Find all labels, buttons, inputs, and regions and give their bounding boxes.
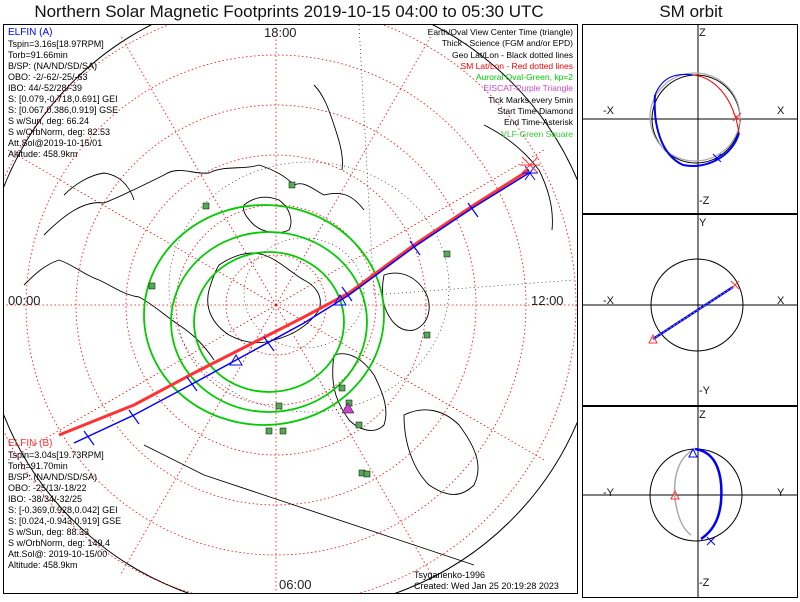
- sm-orbit-yz-canvas: [583, 407, 797, 597]
- elfin-a-line: OBO: -2/-62/-25/-63: [8, 72, 88, 82]
- sm-orbit-panel-xy: Y -Y -X X: [582, 214, 798, 406]
- elfin-b-line: S w/OrbNorm, deg: 149.4: [8, 538, 111, 548]
- elfin-b-line: OBO: -25/13/-18/22: [8, 483, 87, 493]
- orbit3-right: Y: [777, 487, 785, 499]
- time-label-00: 00:00: [8, 293, 41, 308]
- time-label-12: 12:00: [531, 293, 564, 308]
- legend-item: Auroral Oval-Green, kp=2: [475, 72, 573, 83]
- legend-item: Start Time-Diamond: [497, 106, 573, 117]
- elfin-a-track: [73, 156, 540, 446]
- legend-item: Thick - Science (FGM and/or EPD): [441, 38, 573, 49]
- elfin-b-info: Tspin=3.04s[19.73RPM] Torb=91.70min B/SP…: [8, 450, 121, 571]
- polar-map: 18:00 06:00 00:00 12:00 ELFIN (A) Tspin=…: [3, 24, 578, 594]
- orbit2-left: -X: [603, 295, 614, 307]
- legend-item: End Time-Asterisk: [504, 117, 573, 128]
- credit-author: Tsyganenko-1996: [414, 570, 486, 580]
- legend-item: Geo Lat/Lon - Black dotted lines: [452, 49, 573, 60]
- sm-orbit-xy-canvas: [583, 215, 797, 405]
- credit-created: Created: Wed Jan 25 20:19:28 2023: [414, 581, 559, 591]
- orbit3-bottom: -Z: [699, 577, 710, 589]
- elfin-a-line: Torb=91.66min: [8, 50, 68, 60]
- legend-item: Tick Marks every 5min: [488, 94, 573, 105]
- legend-item: EISCAT-Purple Triangle: [483, 83, 573, 94]
- elfin-a-line: S w/Sun, deg: 66.24: [8, 116, 90, 126]
- legend-item: SM Lat/Lon - Red dotted lines: [460, 60, 573, 71]
- sm-orbit-xz-canvas: [583, 25, 797, 213]
- sm-orbit-panel-yz: Z -Z -Y Y: [582, 406, 798, 598]
- eiscat-triangle: [341, 402, 355, 414]
- sm-orbit-title: SM orbit: [659, 2, 723, 21]
- elfin-b-line: B/SP: (NA/ND/SD/SA): [8, 472, 98, 482]
- orbit3-left: -Y: [603, 487, 614, 499]
- elfin-a-line: Altitude: 458.9km: [8, 149, 78, 159]
- elfin-a-line: Tspin=3.16s[18.97RPM]: [8, 39, 104, 49]
- elfin-b-line: IBO: -38/34/-32/25: [8, 494, 83, 504]
- elfin-a-line: S: [0.079,-0.718,0.691] GEI: [8, 94, 118, 104]
- polar-map-canvas: [4, 25, 577, 593]
- orbit2-bottom: -Y: [699, 385, 710, 397]
- elfin-b-line: Torb=91.70min: [8, 461, 68, 471]
- orbit1-left: -X: [603, 105, 614, 117]
- elfin-b-title: ELFIN (B): [8, 438, 53, 449]
- time-label-18: 18:00: [264, 25, 297, 40]
- sm-orbit-panel-xz: Z -Z -X X: [582, 24, 798, 214]
- elfin-b-line: Att.Sol@: 2019-10-15/00: [8, 549, 108, 559]
- orbit3-top: Z: [699, 409, 706, 421]
- orbit2-right: X: [777, 295, 785, 307]
- elfin-b-line: S: [0.024,-0.943,0.919] GSE: [8, 516, 122, 526]
- coastlines: [23, 84, 553, 566]
- legend-item: VLF-Green Square: [501, 128, 573, 139]
- elfin-b-line: S w/Sun, deg: 88.33: [8, 527, 90, 537]
- elfin-b-line: Altitude: 458.9km: [8, 560, 78, 570]
- elfin-b-line: S: [-0.369,0.928,0.042] GEI: [8, 505, 118, 515]
- vlf-stations: [148, 181, 451, 478]
- legend-item: Earth/Oval View Center Time (triangle): [427, 27, 573, 37]
- elfin-a-line: B/SP: (NA/ND/SD/SA): [8, 61, 98, 71]
- orbit1-bottom: -Z: [699, 195, 710, 207]
- elfin-a-line: S: [0.067,0.386,0.919] GSE: [8, 105, 119, 115]
- elfin-a-line: IBO: 44/-52/28/-39: [8, 83, 83, 93]
- orbit1-top: Z: [699, 27, 706, 39]
- map-legend: Earth/Oval View Center Time (triangle) T…: [428, 27, 573, 140]
- orbit2-top: Y: [699, 217, 707, 229]
- orbit1-right: X: [777, 105, 785, 117]
- elfin-b-line: Tspin=3.04s[19.73RPM]: [8, 450, 104, 460]
- time-label-06: 06:00: [279, 577, 312, 592]
- geo-grid: [168, 25, 575, 413]
- auroral-oval: [143, 204, 385, 426]
- elfin-a-line: Att.Sol@2019-10-15/01: [8, 138, 103, 148]
- elfin-b-track: [58, 168, 530, 437]
- elfin-a-line: S w/OrbNorm, deg: 82.53: [8, 127, 111, 137]
- plot-title: Northern Solar Magnetic Footprints 2019-…: [34, 2, 544, 21]
- elfin-a-title: ELFIN (A): [8, 27, 53, 38]
- elfin-a-info: Tspin=3.16s[18.97RPM] Torb=91.66min B/SP…: [8, 39, 118, 160]
